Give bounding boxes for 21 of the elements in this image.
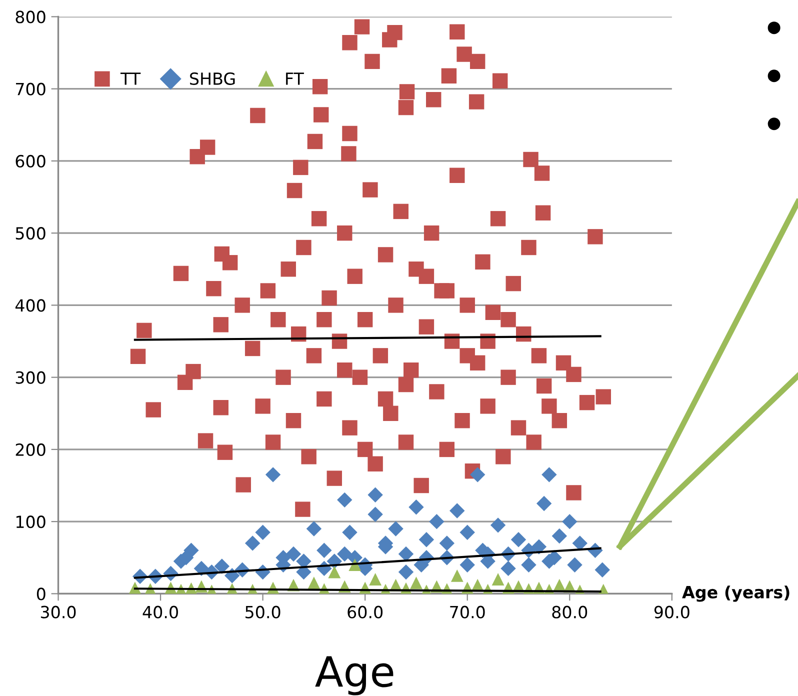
y-tick-label: 600 xyxy=(16,154,46,168)
x-tick-label: 40.0 xyxy=(142,606,178,618)
x-tick-label: 60.0 xyxy=(348,606,383,618)
x-tick-label: 90.0 xyxy=(654,606,690,618)
y-tick-label: 800 xyxy=(16,10,46,24)
y-tick-label: 100 xyxy=(16,516,46,528)
x-tick-label: 30.0 xyxy=(40,606,76,618)
y-tick-label: 300 xyxy=(16,371,46,384)
y-tick-label: 500 xyxy=(16,227,46,240)
y-tick-label: 0 xyxy=(36,588,46,600)
x-tick-label: 80.0 xyxy=(552,606,588,618)
legend-label: SHBG xyxy=(190,72,235,85)
x-axis-title: Age (years) xyxy=(682,586,790,602)
y-tick-label: 400 xyxy=(15,299,46,312)
legend-label: FT xyxy=(286,72,304,85)
x-tick-label: 50.0 xyxy=(246,606,280,618)
legend-label: TT xyxy=(120,72,141,85)
text: Age xyxy=(315,656,394,696)
y-tick-label: 700 xyxy=(16,82,46,96)
x-tick-label: 70.0 xyxy=(450,606,485,618)
y-tick-label: 200 xyxy=(16,443,46,456)
